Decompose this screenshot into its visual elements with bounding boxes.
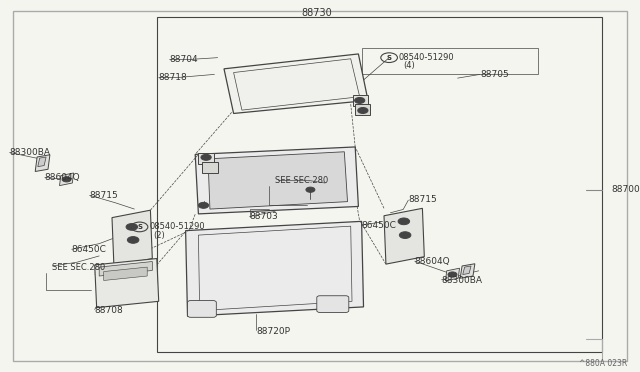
- Polygon shape: [99, 262, 152, 276]
- Text: 88705: 88705: [480, 70, 509, 79]
- Polygon shape: [353, 95, 368, 106]
- Text: 08540-51290: 08540-51290: [149, 222, 205, 231]
- Text: 88720P: 88720P: [256, 327, 290, 336]
- Text: 88715: 88715: [90, 191, 118, 200]
- FancyBboxPatch shape: [188, 301, 216, 317]
- Circle shape: [62, 177, 71, 182]
- Text: 88718: 88718: [159, 73, 188, 82]
- Text: 88300BA: 88300BA: [10, 148, 51, 157]
- Polygon shape: [202, 162, 218, 173]
- Text: (4): (4): [403, 61, 415, 70]
- Text: 88715: 88715: [408, 195, 437, 203]
- Text: 08540-51290: 08540-51290: [399, 53, 454, 62]
- Text: S: S: [137, 224, 142, 230]
- Polygon shape: [208, 152, 348, 209]
- Polygon shape: [186, 221, 364, 316]
- Text: SEE SEC.280: SEE SEC.280: [52, 263, 106, 272]
- Polygon shape: [224, 54, 368, 113]
- Circle shape: [198, 202, 209, 208]
- Text: ^880A 023R: ^880A 023R: [579, 359, 627, 368]
- Circle shape: [306, 187, 315, 192]
- Text: 88708: 88708: [95, 306, 124, 315]
- Polygon shape: [460, 264, 475, 278]
- Circle shape: [398, 218, 410, 225]
- Text: 88704: 88704: [170, 55, 198, 64]
- Polygon shape: [445, 268, 460, 281]
- Polygon shape: [112, 210, 152, 266]
- Text: 86450C: 86450C: [362, 221, 396, 230]
- Circle shape: [127, 237, 139, 243]
- Polygon shape: [104, 267, 147, 280]
- Circle shape: [201, 154, 211, 160]
- Polygon shape: [355, 104, 370, 115]
- Polygon shape: [198, 153, 214, 164]
- Text: 88300BA: 88300BA: [442, 276, 483, 285]
- Circle shape: [448, 272, 457, 277]
- Bar: [157, 17, 602, 352]
- Text: 88703: 88703: [250, 212, 278, 221]
- Polygon shape: [195, 147, 358, 214]
- Circle shape: [358, 108, 368, 113]
- Text: (2): (2): [154, 231, 165, 240]
- Text: 88604Q: 88604Q: [415, 257, 451, 266]
- Polygon shape: [35, 155, 50, 171]
- Polygon shape: [384, 208, 424, 264]
- Text: 88700: 88700: [611, 185, 640, 194]
- Text: SEE SEC.280: SEE SEC.280: [275, 176, 328, 185]
- FancyBboxPatch shape: [317, 296, 349, 312]
- Polygon shape: [38, 157, 46, 167]
- Circle shape: [399, 232, 411, 238]
- Text: 88604Q: 88604Q: [45, 173, 81, 182]
- Polygon shape: [60, 173, 74, 186]
- Polygon shape: [95, 259, 159, 308]
- Text: S: S: [387, 55, 392, 61]
- Circle shape: [355, 97, 365, 103]
- Text: 86450C: 86450C: [72, 245, 106, 254]
- Text: 88730: 88730: [301, 8, 332, 18]
- Circle shape: [126, 224, 138, 230]
- Polygon shape: [463, 266, 471, 275]
